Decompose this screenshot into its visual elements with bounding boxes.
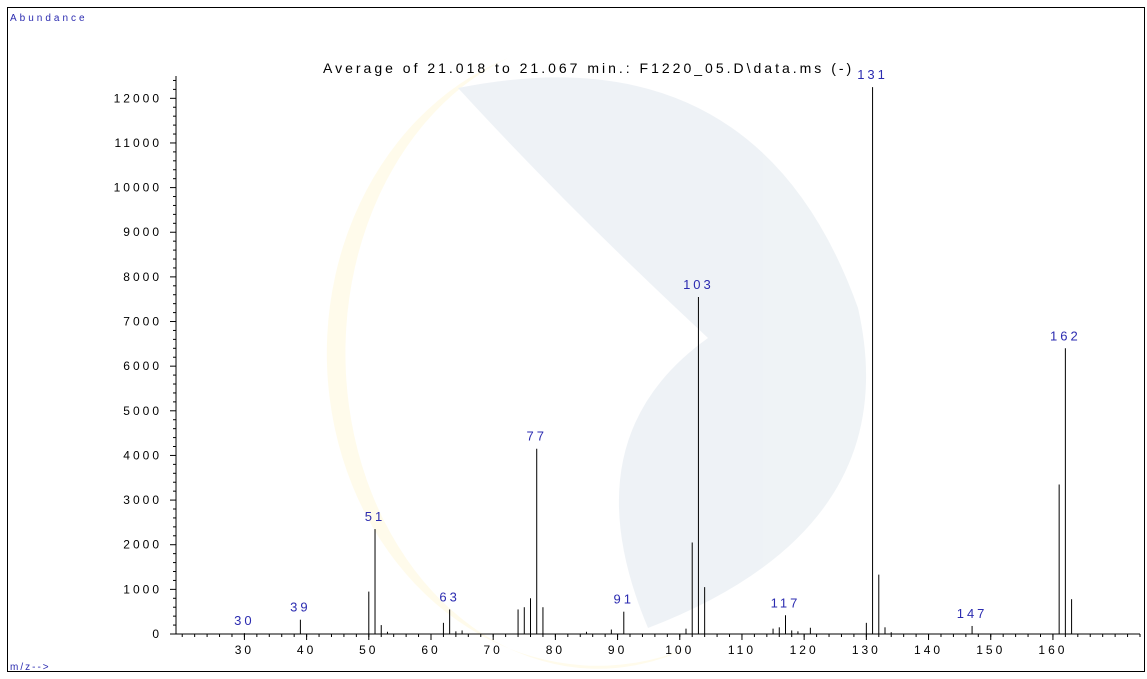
x-tick-label: 90	[608, 643, 627, 657]
x-tick-label: 50	[359, 643, 378, 657]
x-tick-label: 120	[790, 643, 819, 657]
x-tick-label: 130	[852, 643, 881, 657]
peak-label: 51	[365, 509, 385, 524]
y-tick-label: 11000	[115, 136, 162, 150]
x-tick-label: 60	[421, 643, 440, 657]
x-axis-label: m/z-->	[10, 662, 51, 673]
peak-label: 91	[614, 592, 634, 607]
chart-frame: Abundance Average of 21.018 to 21.067 mi…	[7, 7, 1145, 673]
y-tick-label: 8000	[123, 270, 162, 284]
x-tick-label: 30	[235, 643, 254, 657]
mass-spectrum-chart: Abundance Average of 21.018 to 21.067 mi…	[10, 13, 1141, 673]
peak-label: 103	[683, 277, 714, 292]
peak-label: 77	[526, 429, 546, 444]
x-tick-label: 100	[665, 643, 694, 657]
x-tick-label: 160	[1038, 643, 1067, 657]
peak-labels: 30 39 51 63 77 91 103 117 131 147 162	[234, 67, 1081, 628]
background-watermark	[326, 58, 867, 669]
y-tick-label: 5000	[123, 404, 162, 418]
x-tick-label: 80	[546, 643, 565, 657]
y-tick-label: 2000	[123, 538, 162, 552]
peak-label: 39	[290, 600, 310, 615]
x-tick-label: 150	[976, 643, 1005, 657]
y-tick-label: 4000	[123, 448, 162, 462]
y-tick-label: 6000	[123, 359, 162, 373]
y-tick-label: 0	[152, 627, 162, 641]
y-tick-label: 1000	[123, 582, 162, 596]
y-tick-label: 10000	[114, 181, 162, 195]
chart-title: Average of 21.018 to 21.067 min.: F1220_…	[323, 60, 854, 76]
x-tick-label: 140	[914, 643, 943, 657]
x-tick-label: 40	[297, 643, 316, 657]
x-tick-label: 110	[728, 643, 756, 657]
peak-label: 117	[771, 595, 801, 610]
spectrum-peaks	[243, 87, 1073, 634]
x-axis-ticks: 30 40 50 60 70 80 90 100 110 120 130 140 150 160	[181, 634, 1141, 657]
y-tick-label: 3000	[123, 493, 162, 507]
y-tick-label: 12000	[114, 91, 162, 105]
watermark-blue-shape	[458, 77, 867, 629]
peak-label: 147	[957, 606, 988, 621]
x-tick-label: 70	[484, 643, 503, 657]
y-axis-ticks: 0 1000 2000 3000 4000 5000 6000 7000 8000 9000 100…	[114, 79, 176, 641]
peak-label: 63	[439, 589, 459, 604]
peak-label: 30	[234, 613, 254, 628]
y-axis-label: Abundance	[10, 13, 88, 24]
peak-label: 162	[1050, 328, 1081, 343]
peak-label: 131	[857, 67, 888, 82]
y-tick-label: 7000	[123, 315, 162, 329]
y-tick-label: 9000	[123, 225, 162, 239]
